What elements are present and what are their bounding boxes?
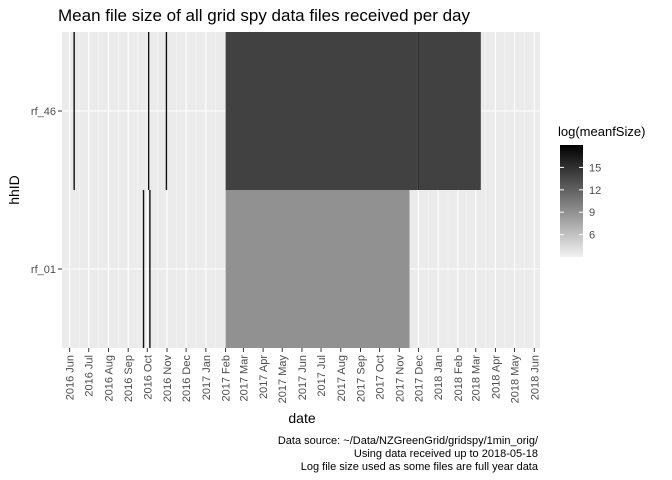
x-tick-label: 2018 May	[510, 355, 522, 404]
x-tick-label: 2016 Aug	[103, 355, 115, 402]
heatmap-tile	[142, 190, 145, 348]
heatmap-tile	[225, 32, 418, 190]
x-tick-label: 2018 Feb	[453, 355, 465, 401]
x-tick-label: 2017 Jan	[201, 355, 213, 400]
heatmap-tile	[147, 32, 150, 190]
legend-tick-label: 6	[589, 230, 595, 242]
x-tick-label: 2016 Nov	[162, 355, 174, 403]
x-tick-label: 2016 Jul	[84, 355, 96, 397]
heatmap-tile	[225, 190, 410, 348]
x-tick-label: 2016 Dec	[181, 355, 193, 403]
y-tick-label: rf_01	[31, 264, 56, 276]
x-tick-label: 2018 Jan	[433, 355, 445, 400]
legend-tick-label: 15	[589, 162, 601, 174]
legend: log(meanfSize) 6 9 12 15	[558, 124, 645, 257]
heatmap-tile	[165, 32, 168, 190]
x-tick-label: 2016 Sep	[123, 355, 135, 402]
x-axis-title: date	[288, 410, 315, 426]
caption-line-3: Log file size used as some files are ful…	[301, 461, 539, 473]
x-axis: 2016 Jun 2016 Jul 2016 Aug 2016 Sep 2016 Oct…	[65, 348, 541, 404]
x-tick-label: 2017 Apr	[258, 355, 270, 399]
x-tick-label: 2017 Feb	[221, 355, 233, 401]
legend-title: log(meanfSize)	[558, 124, 645, 139]
x-tick-label: 2017 Sep	[356, 355, 368, 402]
x-tick-label: 2018 Mar	[471, 355, 483, 402]
y-axis: rf_01 rf_46	[31, 106, 62, 276]
legend-ticks: 6 9 12 15	[560, 162, 601, 242]
caption-line-2: Using data received up to 2018-05-18	[354, 448, 538, 460]
heatmap-tiles	[73, 32, 481, 348]
x-tick-label: 2018 Jun	[529, 355, 541, 400]
x-tick-label: 2017 Jun	[297, 355, 309, 400]
x-tick-label: 2016 Jun	[65, 355, 77, 400]
x-tick-label: 2017 Aug	[336, 355, 348, 402]
heatmap-tile	[73, 32, 75, 190]
x-tick-label: 2017 May	[277, 355, 289, 404]
legend-colorbar	[560, 145, 583, 257]
x-tick-label: 2017 Oct	[375, 355, 387, 400]
legend-tick-label: 9	[589, 207, 595, 219]
heatmap-tile	[149, 190, 151, 348]
x-tick-label: 2016 Oct	[142, 355, 154, 400]
y-tick-label: rf_46	[31, 106, 56, 118]
heatmap-tile	[418, 32, 481, 190]
legend-tick-label: 12	[589, 185, 601, 197]
x-tick-label: 2017 Jul	[316, 355, 328, 397]
x-tick-label: 2017 Mar	[238, 355, 250, 402]
y-axis-title: hhID	[6, 175, 22, 205]
x-tick-label: 2017 Nov	[394, 355, 406, 403]
caption-line-1: Data source: ~/Data/NZGreenGrid/gridspy/…	[278, 435, 539, 447]
chart-title: Mean file size of all grid spy data file…	[58, 6, 470, 25]
x-tick-label: 2018 Apr	[490, 355, 502, 399]
x-tick-label: 2017 Dec	[413, 355, 425, 403]
